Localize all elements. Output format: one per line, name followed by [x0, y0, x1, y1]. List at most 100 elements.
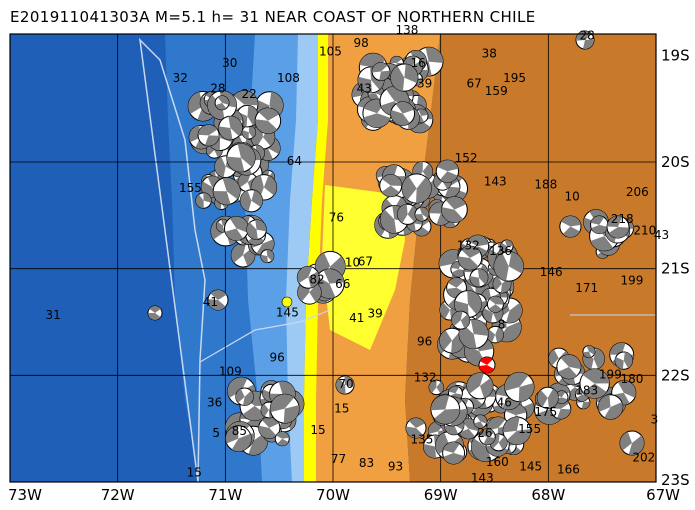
depth-label: 8: [498, 317, 506, 331]
depth-label: 70: [338, 377, 353, 391]
beachball: [241, 124, 257, 140]
depth-label: 3: [651, 412, 659, 426]
beachball: [486, 295, 504, 313]
depth-label: 199: [620, 274, 643, 288]
depth-label: 155: [518, 422, 541, 436]
beachball: [223, 215, 249, 241]
beachball: [502, 416, 532, 446]
beachball: [269, 393, 300, 424]
depth-label: 160: [486, 455, 509, 469]
beachball: [486, 325, 504, 344]
beachball: [582, 345, 596, 359]
depth-label: 143: [484, 174, 507, 188]
depth-label: 46: [497, 395, 512, 409]
beachball: [500, 239, 514, 253]
depth-label: 159: [485, 84, 508, 98]
beachball: [493, 251, 524, 282]
beachball: [619, 430, 645, 456]
beachball: [606, 215, 630, 239]
depth-label: 145: [519, 459, 542, 473]
depth-label: 22: [241, 87, 256, 101]
depth-label: 143: [471, 471, 494, 485]
beachball: [414, 206, 430, 222]
depth-label: 136: [489, 244, 512, 258]
depth-label: 67: [467, 76, 482, 90]
depth-label: 41: [203, 295, 218, 309]
depth-label: 26: [477, 426, 492, 440]
beachball: [195, 192, 212, 209]
beachball: [469, 268, 489, 288]
beachball: [390, 101, 416, 126]
coastal-strip: [304, 34, 328, 482]
epicenter-marker: [281, 296, 293, 308]
beachball: [226, 143, 256, 173]
depth-label: 96: [269, 350, 284, 364]
depth-label: 175: [534, 405, 557, 419]
beachball: [207, 90, 238, 121]
beachball: [239, 189, 263, 213]
depth-label: 135: [411, 433, 434, 447]
beachball: [559, 215, 582, 238]
depth-label: 96: [417, 334, 432, 348]
depth-label: 30: [222, 56, 237, 70]
depth-label: 132: [414, 371, 437, 385]
depth-label: 199: [599, 368, 622, 382]
depth-label: 43: [357, 82, 372, 96]
beachball: [390, 63, 419, 92]
longitude-label: 67W: [646, 486, 680, 504]
depth-label: 146: [540, 265, 563, 279]
depth-label: 15: [310, 423, 325, 437]
beachball: [478, 356, 496, 374]
depth-label: 180: [620, 372, 643, 386]
beachball: [274, 431, 290, 447]
plate-boundary-line: [138, 37, 206, 482]
map-frame: [9, 33, 657, 483]
beachball: [218, 115, 243, 141]
plate-boundary-line-2: [199, 309, 331, 363]
depth-label: 76: [329, 211, 344, 225]
beachball: [246, 219, 267, 240]
beachball: [441, 196, 468, 223]
beachball: [536, 386, 559, 409]
beachball: [473, 414, 488, 429]
beachball: [478, 428, 496, 446]
depth-label: 145: [276, 306, 299, 320]
depth-label: 202: [632, 451, 655, 465]
beachball: [147, 305, 163, 321]
depth-label: 10: [345, 256, 360, 270]
depth-label: 105: [319, 44, 342, 58]
depth-label: 43: [654, 228, 669, 242]
focal-mechanisms: [147, 30, 645, 465]
map-title: E201911041303A M=5.1 h= 31 NEAR COAST OF…: [10, 8, 536, 26]
depth-label: 64: [287, 154, 302, 168]
beachball: [207, 289, 229, 311]
beachball: [371, 62, 391, 81]
beachball: [197, 124, 220, 147]
depth-label: 109: [219, 364, 242, 378]
beachball: [335, 375, 355, 395]
depth-label: 138: [395, 23, 418, 37]
depth-label: 183: [575, 384, 598, 398]
depth-label: 66: [335, 277, 350, 291]
latitude-label: 20S: [661, 153, 690, 171]
depth-label: 188: [534, 178, 557, 192]
depth-label: 39: [417, 76, 432, 90]
depth-label: 98: [353, 36, 368, 50]
depth-label: 82: [309, 273, 324, 287]
depth-label: 218: [611, 212, 634, 226]
beachball: [254, 107, 282, 134]
depth-label: 93: [388, 459, 403, 473]
depth-label: 210: [633, 224, 656, 238]
beachball: [504, 371, 535, 403]
longitude-label: 71W: [208, 486, 242, 504]
latitude-label: 21S: [661, 260, 690, 278]
axis-tick-labels: 73W 72W 71W 70W 69W 68W 67W 19S 20S 21S 22S 23S: [8, 46, 690, 504]
beachball: [214, 95, 230, 111]
beachball: [435, 159, 460, 183]
beachball: [597, 394, 624, 420]
beachball: [430, 394, 461, 425]
longitude-label: 72W: [101, 486, 135, 504]
beachball: [212, 177, 241, 206]
